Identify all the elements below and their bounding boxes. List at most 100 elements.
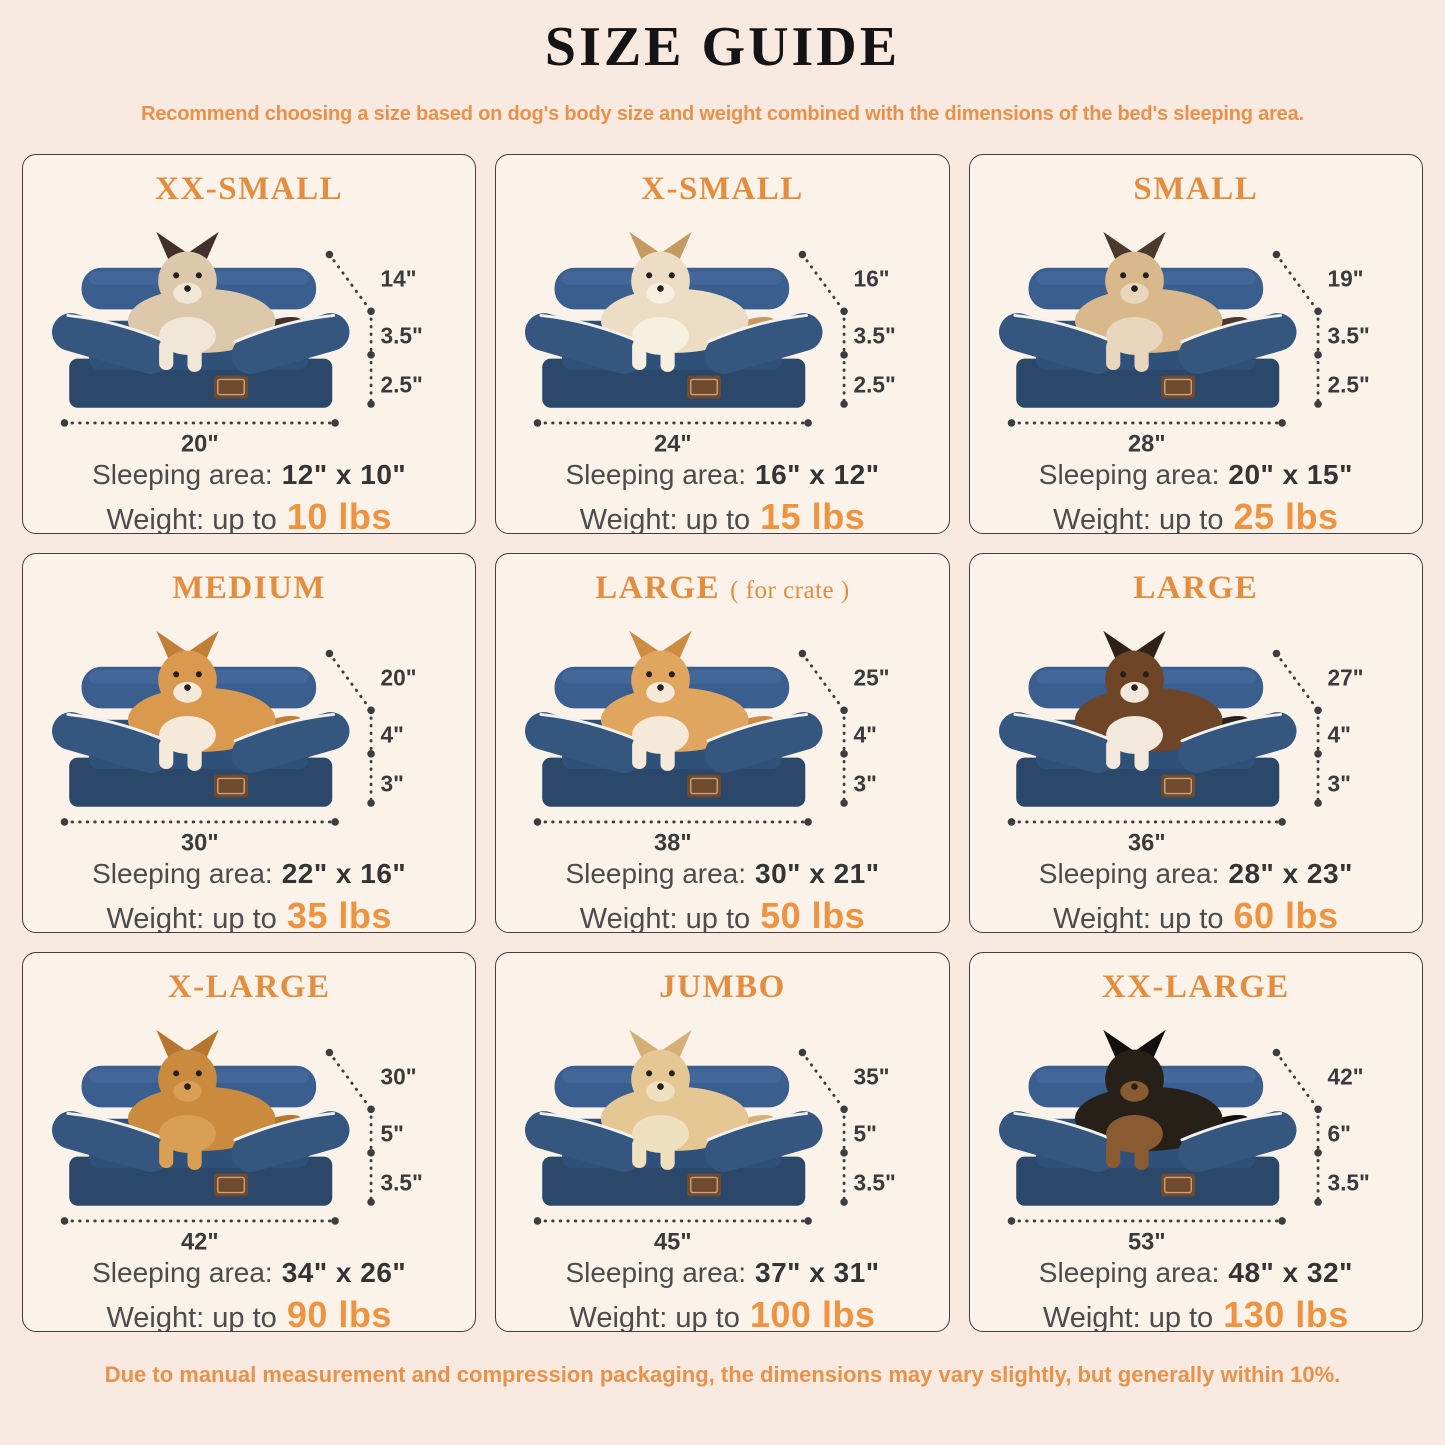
weight-line: Weight: up to 130 lbs: [970, 1293, 1422, 1332]
weight-line: Weight: up to 90 lbs: [23, 1294, 475, 1332]
weight-value: 35 lbs: [286, 894, 392, 933]
sleeping-area-value: 37" x 31": [755, 1256, 880, 1288]
weight-line: Weight: up to 35 lbs: [23, 894, 475, 933]
pet-front: [156, 231, 219, 372]
bolster-height-label: 5": [854, 1120, 877, 1146]
card-title-row: XX-LARGE: [970, 965, 1422, 1009]
weight-label: Weight: up to: [106, 1301, 277, 1332]
sleeping-area-label: Sleeping area:: [92, 857, 273, 889]
weight-line: Weight: up to 60 lbs: [970, 895, 1422, 933]
sleeping-area-label: Sleeping area:: [565, 857, 747, 889]
depth-dimension-label: 42": [1327, 1063, 1363, 1089]
base-height-label: 3.5": [381, 1169, 423, 1195]
sleeping-area-value: 20" x 15": [1228, 458, 1353, 490]
bed-illustration: 16" 3.5" 2.5" 24": [525, 231, 896, 457]
dimension-annotations: 27" 4" 3" 36": [1007, 649, 1363, 856]
size-card-grid: XX-SMALL: [22, 153, 1423, 1332]
bed-logo-tag: [214, 1173, 249, 1197]
size-card: XX-LARGE: [968, 951, 1423, 1332]
bolster-height-label: 4": [1327, 721, 1350, 747]
weight-label: Weight: up to: [106, 503, 277, 534]
weight-line: Weight: up to 15 lbs: [496, 496, 948, 533]
bed-left-arm: [525, 312, 644, 374]
bolster-height-label: 5": [381, 1120, 404, 1146]
pet-front: [1103, 1029, 1166, 1170]
card-title: X-LARGE: [167, 968, 331, 1005]
width-dimension-label: 20": [181, 431, 219, 457]
base-height-label: 2.5": [854, 371, 896, 397]
bed-logo-tag: [687, 774, 722, 798]
page-title: SIZE GUIDE: [544, 16, 901, 78]
weight-label: Weight: up to: [579, 902, 751, 933]
weight-value: 130 lbs: [1223, 1293, 1349, 1332]
size-card: LARGE ( for crate ): [495, 552, 950, 933]
header: SIZE GUIDE Recommend choosing a size bas…: [0, 0, 1445, 126]
bed-left-arm: [998, 312, 1117, 374]
card-title-row: XX-SMALL: [23, 167, 475, 211]
width-dimension-label: 36": [1128, 830, 1166, 856]
bed-logo-tag: [687, 375, 722, 399]
size-card: JUMBO: [495, 951, 950, 1332]
size-card: X-SMALL: [495, 153, 950, 534]
weight-label: Weight: up to: [106, 902, 277, 933]
card-title-row: JUMBO: [496, 965, 948, 1009]
sleeping-area-line: Sleeping area: 12" x 10": [23, 459, 475, 491]
sleeping-area-line: Sleeping area: 20" x 15": [970, 459, 1422, 491]
bolster-height-label: 3.5": [1327, 322, 1369, 348]
card-title: JUMBO: [659, 968, 786, 1005]
weight-value: 25 lbs: [1233, 495, 1339, 534]
card-title: LARGE: [595, 569, 721, 606]
sleeping-area-label: Sleeping area:: [565, 458, 747, 490]
bed-right-arm: [1178, 711, 1297, 773]
dimension-annotations: 14" 3.5" 2.5" 20": [60, 250, 423, 457]
sleeping-area-line: Sleeping area: 48" x 32": [970, 1257, 1422, 1289]
card-title: X-SMALL: [641, 170, 804, 207]
base-height-label: 2.5": [1327, 371, 1369, 397]
weight-line: Weight: up to 25 lbs: [970, 495, 1422, 534]
bed-illustration: 42" 6" 3.5" 53": [998, 1029, 1370, 1255]
card-title-row: X-SMALL: [496, 167, 948, 211]
sleeping-area-line: Sleeping area: 22" x 16": [23, 858, 475, 890]
bed-illustration: 30" 5" 3.5" 42": [52, 1029, 423, 1255]
bed-left-arm: [998, 1110, 1117, 1172]
bed-logo-tag: [214, 375, 249, 399]
pet-front: [629, 231, 693, 372]
bed-left-arm: [52, 711, 171, 773]
sleeping-area-label: Sleeping area:: [92, 458, 273, 490]
bed-left-arm: [525, 1110, 644, 1172]
page-subtitle: Recommend choosing a size based on dog's…: [141, 102, 1304, 125]
bolster-height-label: 3.5": [854, 322, 896, 348]
sleeping-area-label: Sleeping area:: [1038, 458, 1220, 490]
base-height-label: 3.5": [854, 1169, 896, 1195]
depth-dimension-label: 27": [1327, 664, 1363, 690]
width-dimension-label: 42": [181, 1229, 219, 1255]
pet-front: [1103, 231, 1166, 372]
width-dimension-label: 30": [181, 830, 219, 856]
sleeping-area-line: Sleeping area: 37" x 31": [496, 1257, 948, 1289]
card-title-row: LARGE ( for crate ): [496, 566, 948, 610]
bed-illustration: 19" 3.5" 2.5" 28": [998, 231, 1370, 457]
bed-right-arm: [1178, 312, 1297, 374]
base-height-label: 3.5": [1327, 1169, 1369, 1195]
sleeping-area-label: Sleeping area:: [1038, 1256, 1220, 1288]
sleeping-area-label: Sleeping area:: [92, 1256, 273, 1288]
footer-note: Due to manual measurement and compressio…: [104, 1361, 1341, 1387]
dimension-annotations: 30" 5" 3.5" 42": [60, 1048, 423, 1255]
bed-illustration: 35" 5" 3.5" 45": [525, 1029, 896, 1255]
width-dimension-label: 38": [655, 830, 693, 856]
pet-front: [629, 1029, 693, 1170]
sleeping-area-value: 48" x 32": [1228, 1256, 1353, 1288]
bed-right-arm: [705, 711, 823, 773]
weight-value: 50 lbs: [760, 894, 866, 933]
bed-logo-tag: [214, 774, 249, 798]
bed-logo-tag: [687, 1173, 722, 1197]
sleeping-area-label: Sleeping area:: [565, 1256, 747, 1288]
pet-front: [156, 630, 219, 771]
bed-left-arm: [52, 312, 171, 374]
width-dimension-label: 24": [655, 431, 693, 457]
base-height-label: 3": [854, 770, 877, 796]
card-title: XX-LARGE: [1101, 968, 1290, 1005]
weight-label: Weight: up to: [1053, 503, 1224, 534]
weight-label: Weight: up to: [1053, 902, 1224, 933]
card-title: LARGE: [1133, 569, 1259, 606]
